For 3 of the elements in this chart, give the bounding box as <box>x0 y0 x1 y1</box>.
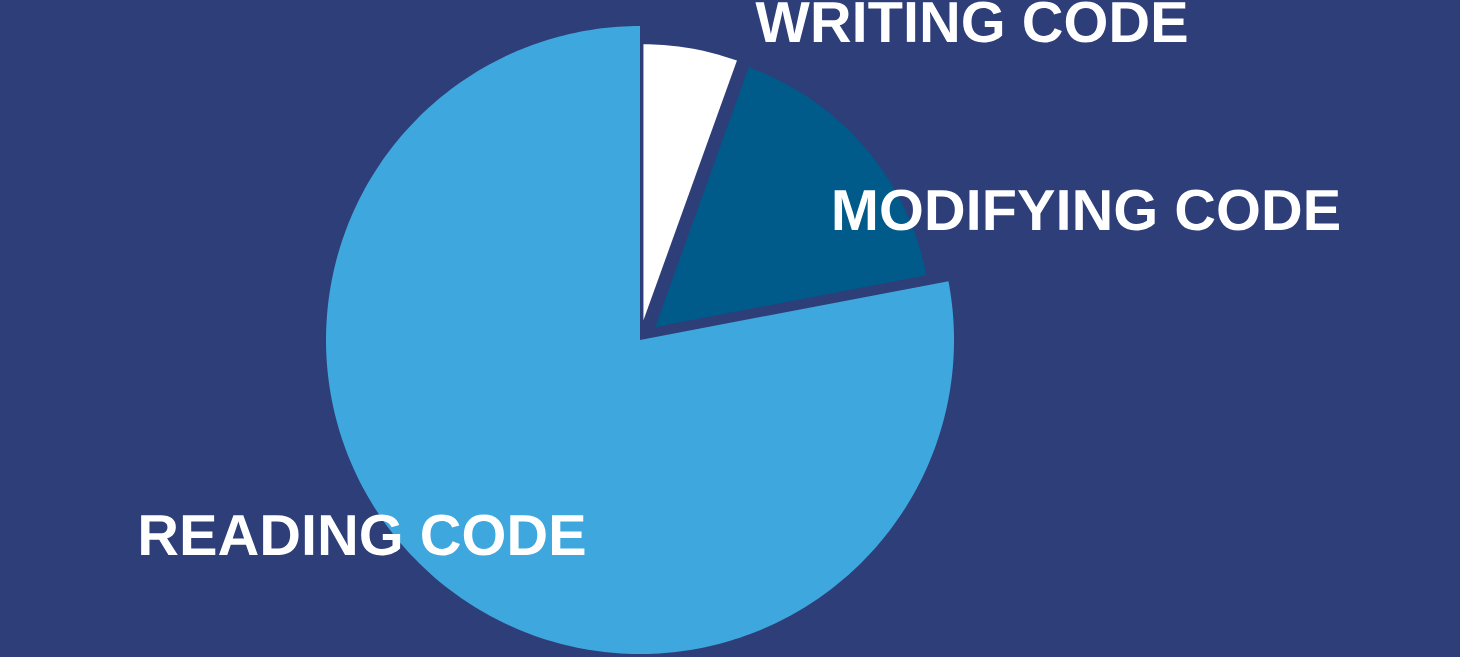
slice-label: WRITING CODE <box>755 1 1187 43</box>
slice-label: READING CODE <box>141 514 585 556</box>
slice-label: MODIFYING CODE <box>834 189 1339 231</box>
